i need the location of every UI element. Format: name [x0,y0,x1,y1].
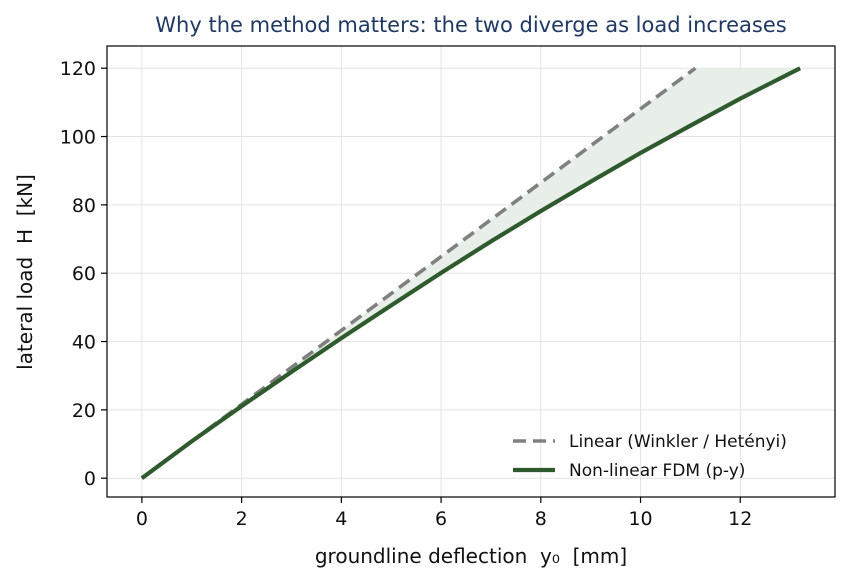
x-tick-label-2: 4 [335,508,347,530]
y-tick-label-5: 100 [60,127,96,149]
x-tick-label-3: 6 [435,508,447,530]
x-tick-label-4: 8 [535,508,547,530]
grid-layer [107,46,835,497]
x-tick-label-1: 2 [236,508,248,530]
y-tick-label-1: 20 [72,400,96,422]
x-tick-label-5: 10 [628,508,652,530]
x-tick-label-6: 12 [728,508,752,530]
x-axis-title: groundline deflection y₀ [mm] [315,544,627,568]
legend: Linear (Winkler / Hetényi) Non-linear FD… [513,432,787,481]
y-tick-label-3: 60 [72,263,96,285]
plot-frame [106,45,836,498]
chart-title: Why the method matters: the two diverge … [155,13,786,37]
y-tick-label-0: 0 [84,468,96,490]
y-tick-label-4: 80 [72,195,96,217]
legend-label-nonlinear: Non-linear FDM (p-y) [569,461,745,481]
y-axis-title: lateral load H [kN] [13,174,37,370]
y-tick-label-6: 120 [60,58,96,80]
series-layer [140,66,802,480]
series-line-linear [140,66,697,480]
x-tick-label-0: 0 [136,508,148,530]
series-line-nonlinear [140,66,802,480]
legend-label-linear: Linear (Winkler / Hetényi) [569,432,787,452]
y-tick-label-2: 40 [72,332,96,354]
